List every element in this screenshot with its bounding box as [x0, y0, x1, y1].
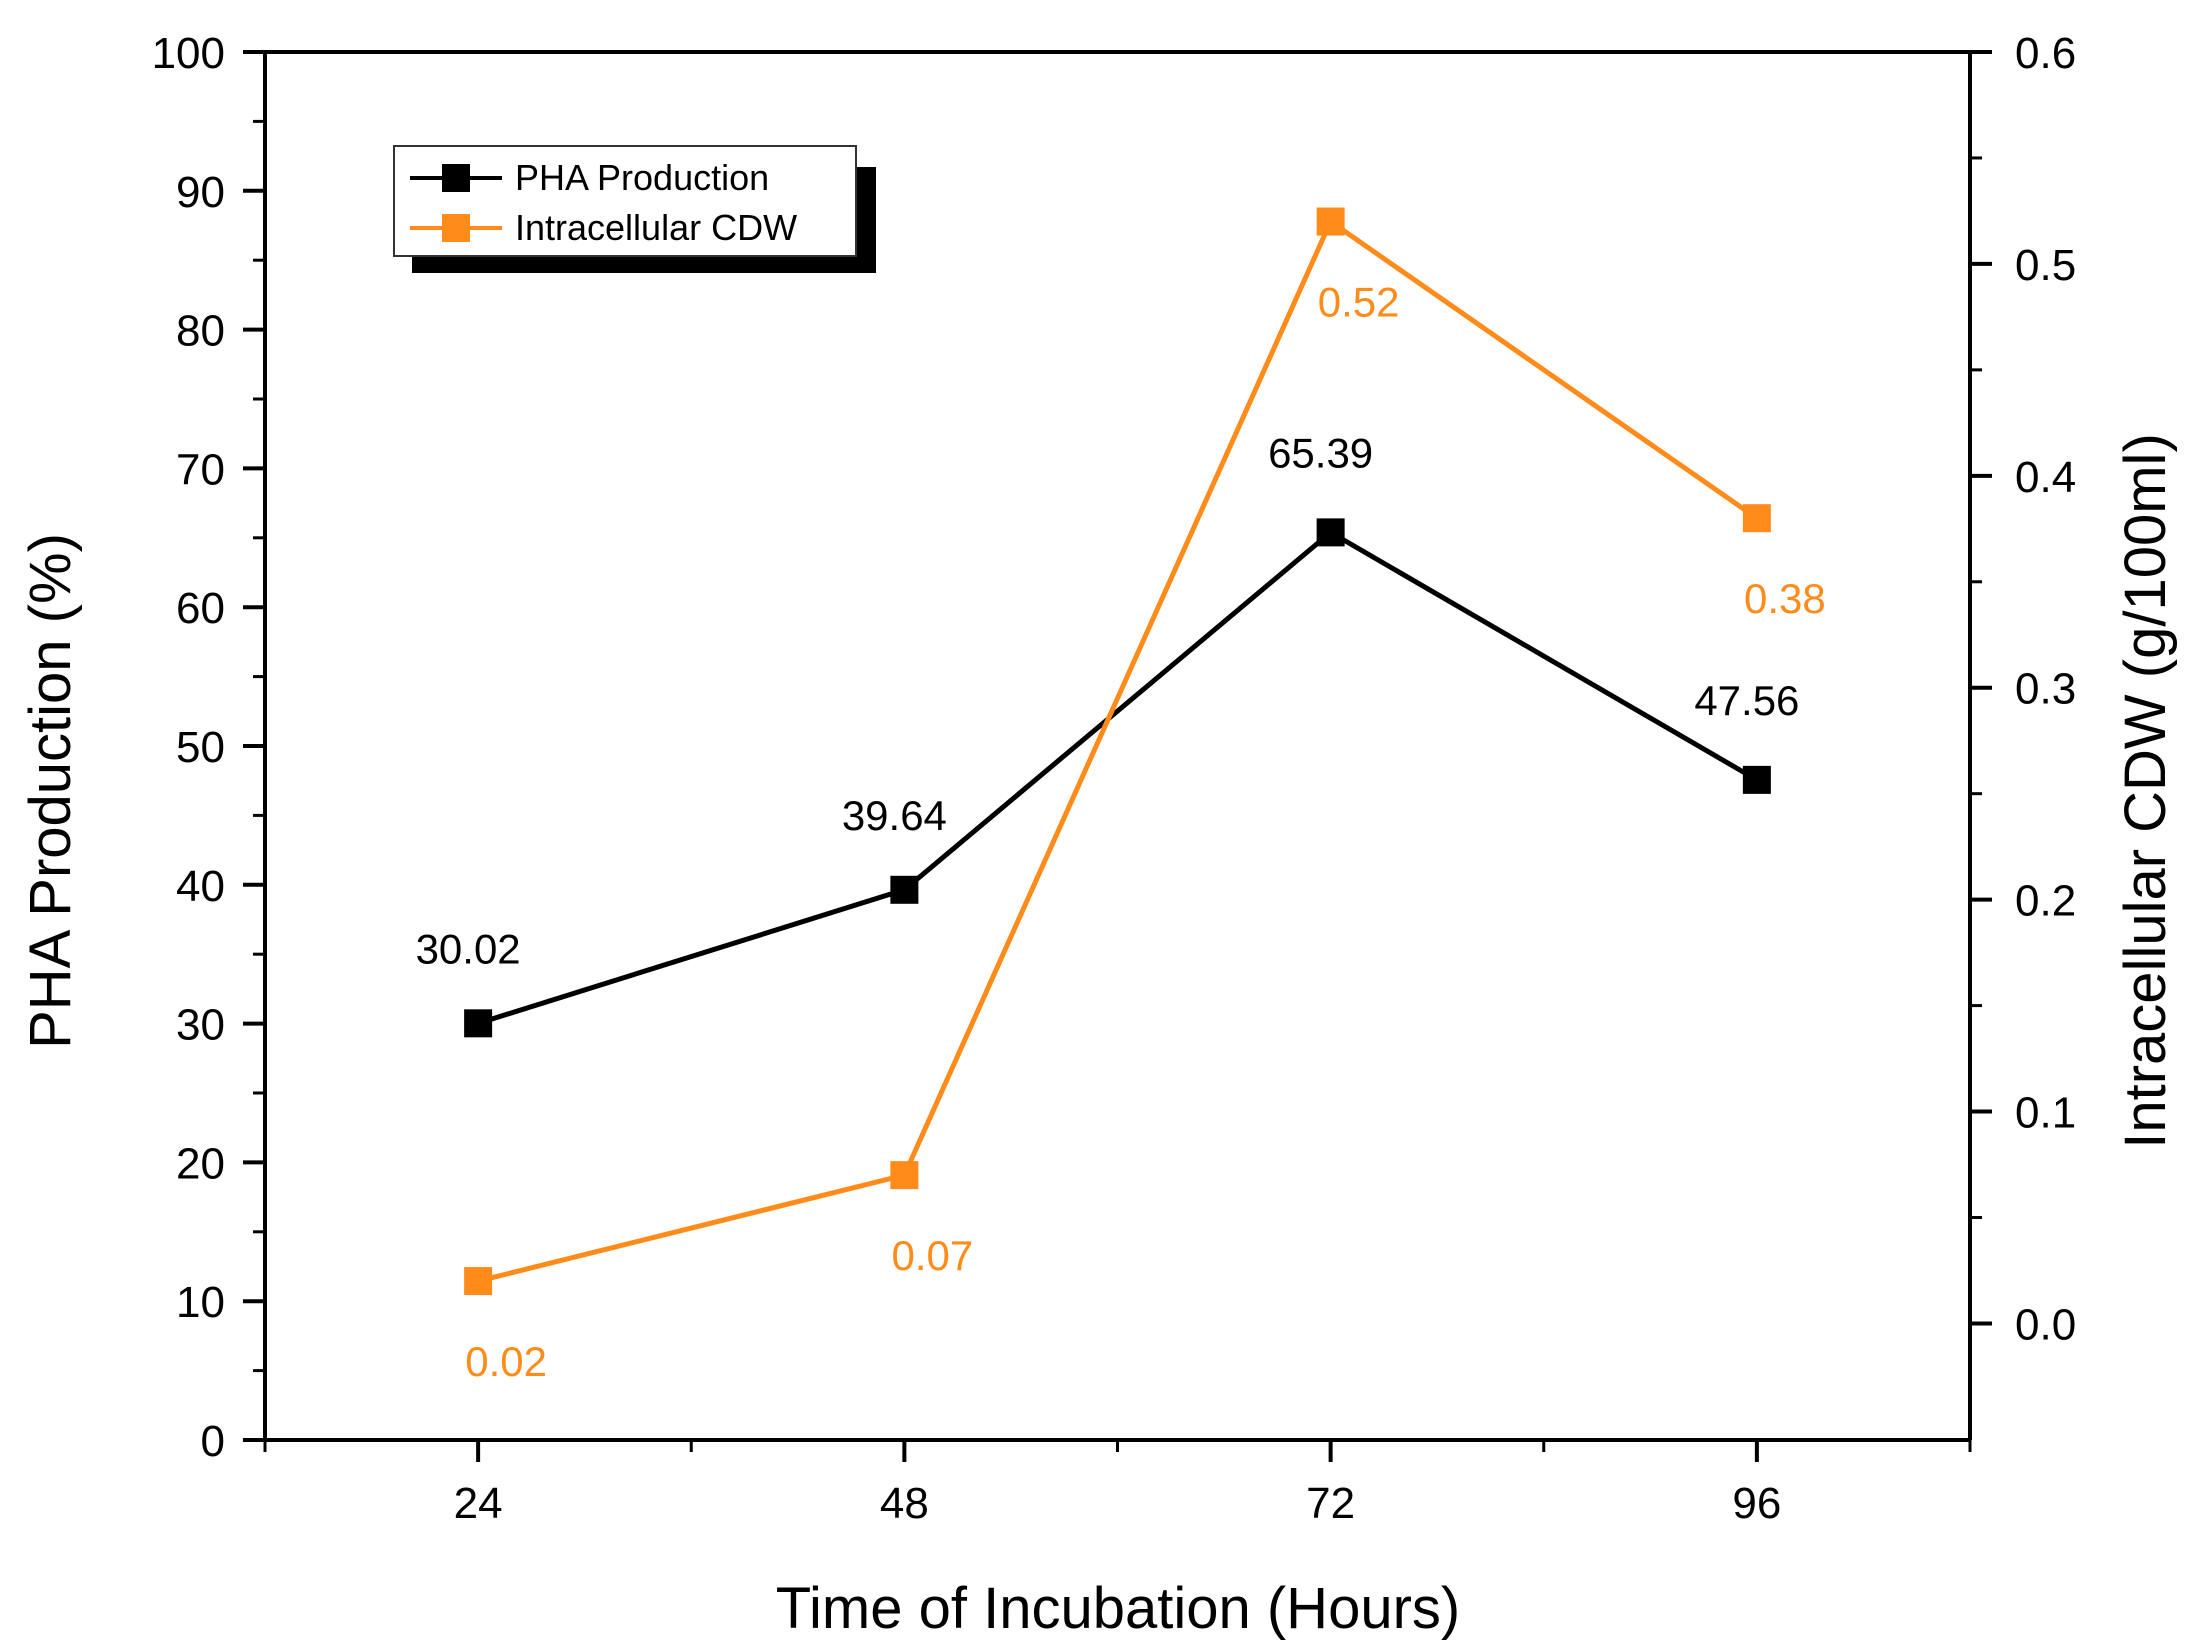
x-axis-title: Time of Incubation (Hours) — [776, 1576, 1460, 1641]
axes: 0 10 20 30 40 50 60 70 80 90 100 0.0 0.1 0.2 0.3 0.4 0.5… — [152, 29, 2077, 1528]
data-point-cdw — [1742, 504, 1771, 533]
y-tick-label: 20 — [176, 1139, 225, 1188]
y-axis-title: PHA Production (%) — [18, 533, 83, 1049]
y2-tick-label: 0.6 — [2015, 29, 2076, 78]
legend-marker-cdw — [442, 214, 470, 242]
x-tick-label: 24 — [454, 1479, 503, 1528]
legend-box — [393, 145, 857, 257]
y2-tick-label: 0.3 — [2015, 665, 2076, 714]
y2-axis-title: Intracellular CDW (g/100ml) — [2113, 433, 2178, 1149]
data-point-pha — [464, 1009, 493, 1038]
y-tick-label: 80 — [176, 307, 225, 356]
y-tick-label: 60 — [176, 584, 225, 633]
legend-marker-pha — [442, 164, 470, 192]
y2-tick-label: 0.4 — [2015, 453, 2076, 502]
data-point-cdw — [890, 1161, 919, 1190]
legend-label-pha: PHA Production — [515, 157, 769, 198]
x-tick-label: 48 — [880, 1479, 929, 1528]
series-line-pha — [477, 529, 1759, 1026]
y-tick-label: 0 — [201, 1417, 225, 1466]
data-label-pha: 65.39 — [1268, 429, 1373, 476]
y-tick-label: 100 — [152, 29, 225, 78]
y2-tick-label: 0.2 — [2015, 877, 2076, 926]
legend: PHA Production Intracellular CDW — [393, 145, 876, 273]
data-label-cdw: 0.07 — [892, 1232, 974, 1279]
legend-label-cdw: Intracellular CDW — [515, 207, 797, 248]
y-tick-label: 70 — [176, 445, 225, 494]
data-labels: 30.02 39.64 65.39 47.56 0.02 0.07 0.52 0.38 — [416, 279, 1826, 1386]
data-label-pha: 30.02 — [416, 925, 521, 972]
x-tick-label: 96 — [1732, 1479, 1781, 1528]
data-point-pha — [890, 875, 919, 904]
x-tick-label: 72 — [1306, 1479, 1355, 1528]
series-line-cdw — [477, 217, 1759, 1284]
data-label-pha: 47.56 — [1694, 677, 1799, 724]
data-point-cdw — [464, 1267, 493, 1296]
data-point-pha — [1742, 765, 1771, 794]
data-point-pha — [1316, 518, 1345, 547]
y-tick-label: 30 — [176, 1001, 225, 1050]
data-point-cdw — [1316, 207, 1345, 236]
y-tick-label: 90 — [176, 168, 225, 217]
data-label-cdw: 0.38 — [1744, 575, 1826, 622]
data-label-pha: 39.64 — [842, 792, 947, 839]
y-tick-label: 50 — [176, 723, 225, 772]
series-group — [464, 207, 1771, 1296]
data-label-cdw: 0.02 — [465, 1338, 547, 1385]
y-tick-label: 40 — [176, 862, 225, 911]
y2-tick-label: 0.5 — [2015, 241, 2076, 290]
y-tick-label: 10 — [176, 1278, 225, 1327]
y2-tick-label: 0.1 — [2015, 1089, 2076, 1138]
y2-tick-label: 0.0 — [2015, 1300, 2076, 1349]
data-label-cdw: 0.52 — [1318, 279, 1400, 326]
